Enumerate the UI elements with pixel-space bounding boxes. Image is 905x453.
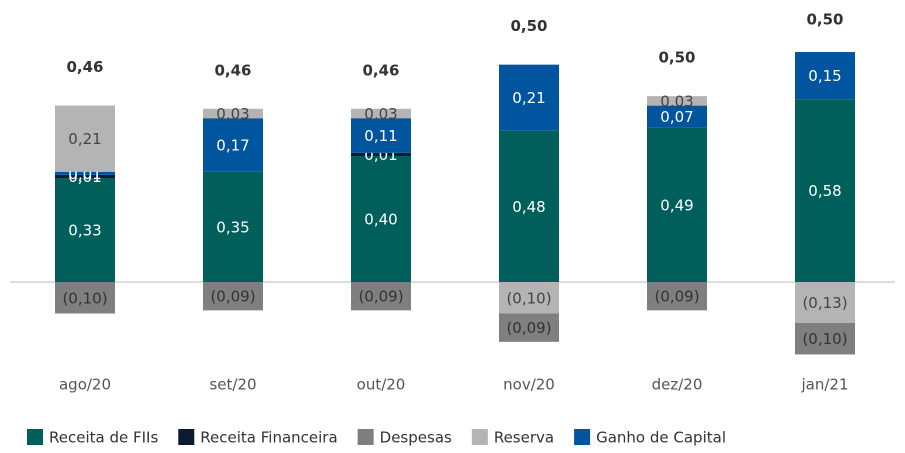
x-tick-label: jan/21 — [800, 376, 848, 394]
bar-segment — [203, 108, 263, 119]
legend-swatch — [574, 429, 591, 445]
value-label: 0,58 — [808, 182, 841, 200]
value-label: 0,03 — [660, 92, 693, 110]
bar-segment — [203, 171, 263, 282]
value-label: 0,35 — [216, 218, 249, 236]
bar-segment — [647, 282, 707, 311]
bar-segment — [351, 152, 411, 156]
bar-segment — [795, 99, 855, 282]
bar-segment — [55, 282, 115, 314]
bar-segment — [499, 313, 559, 342]
total-label: 0,46 — [66, 58, 103, 76]
total-label: 0,50 — [806, 11, 843, 29]
bar-segment — [499, 64, 559, 131]
bar-segment — [795, 282, 855, 323]
x-tick-label: out/20 — [357, 376, 406, 394]
bar-segment — [499, 130, 559, 282]
bar-segment — [795, 52, 855, 100]
value-label: 0,03 — [216, 105, 249, 123]
legend-label: Receita Financeira — [200, 429, 337, 447]
x-tick-label: dez/20 — [652, 376, 703, 394]
total-label: 0,50 — [658, 49, 695, 67]
legend-swatch — [357, 429, 374, 445]
value-label: 0,48 — [512, 198, 545, 216]
value-label: (0,09) — [506, 319, 551, 337]
bar-segment — [55, 178, 115, 282]
value-label: 0,07 — [660, 108, 693, 126]
value-label: (0,09) — [654, 288, 699, 306]
legend-label: Reserva — [494, 429, 554, 447]
value-label: 0,11 — [364, 127, 397, 145]
value-label: (0,09) — [210, 288, 255, 306]
legend-swatch — [27, 429, 43, 445]
value-label: (0,10) — [506, 289, 551, 307]
value-label: (0,10) — [62, 289, 107, 307]
value-label: (0,10) — [802, 330, 847, 348]
x-tick-label: nov/20 — [503, 376, 555, 394]
value-label: (0,09) — [358, 288, 403, 306]
bar-segment — [55, 171, 115, 175]
bar-segment — [499, 282, 559, 314]
bar-segment — [351, 282, 411, 311]
legend-label: Despesas — [380, 429, 452, 447]
total-label: 0,46 — [362, 61, 399, 79]
total-label: 0,50 — [510, 17, 547, 35]
bar-segment — [351, 118, 411, 153]
legend-label: Receita de FIIs — [49, 429, 158, 447]
bar-segment — [203, 282, 263, 311]
value-label: 0,49 — [660, 196, 693, 214]
value-label: 0,40 — [364, 211, 397, 229]
bar-segment — [203, 118, 263, 172]
bar-segment — [647, 96, 707, 106]
value-label: 0,33 — [68, 222, 101, 240]
x-tick-label: set/20 — [209, 376, 256, 394]
bar-segment — [55, 174, 115, 179]
bar-segment — [647, 105, 707, 128]
value-label: 0,17 — [216, 136, 249, 154]
value-label: 0,03 — [364, 105, 397, 123]
value-label: 0,21 — [512, 89, 545, 107]
total-label: 0,46 — [214, 61, 251, 79]
bar-segment — [351, 156, 411, 282]
bar-segment — [795, 322, 855, 355]
bar-segment — [55, 105, 115, 172]
value-label: 0,15 — [808, 67, 841, 85]
x-tick-label: ago/20 — [59, 376, 111, 394]
bar-segment — [647, 127, 707, 283]
value-label: 0,21 — [68, 130, 101, 148]
value-label: (0,13) — [802, 294, 847, 312]
bar-segment — [351, 108, 411, 119]
legend-swatch — [178, 429, 195, 445]
legend-label: Ganho de Capital — [596, 429, 726, 447]
legend-swatch — [471, 429, 488, 445]
